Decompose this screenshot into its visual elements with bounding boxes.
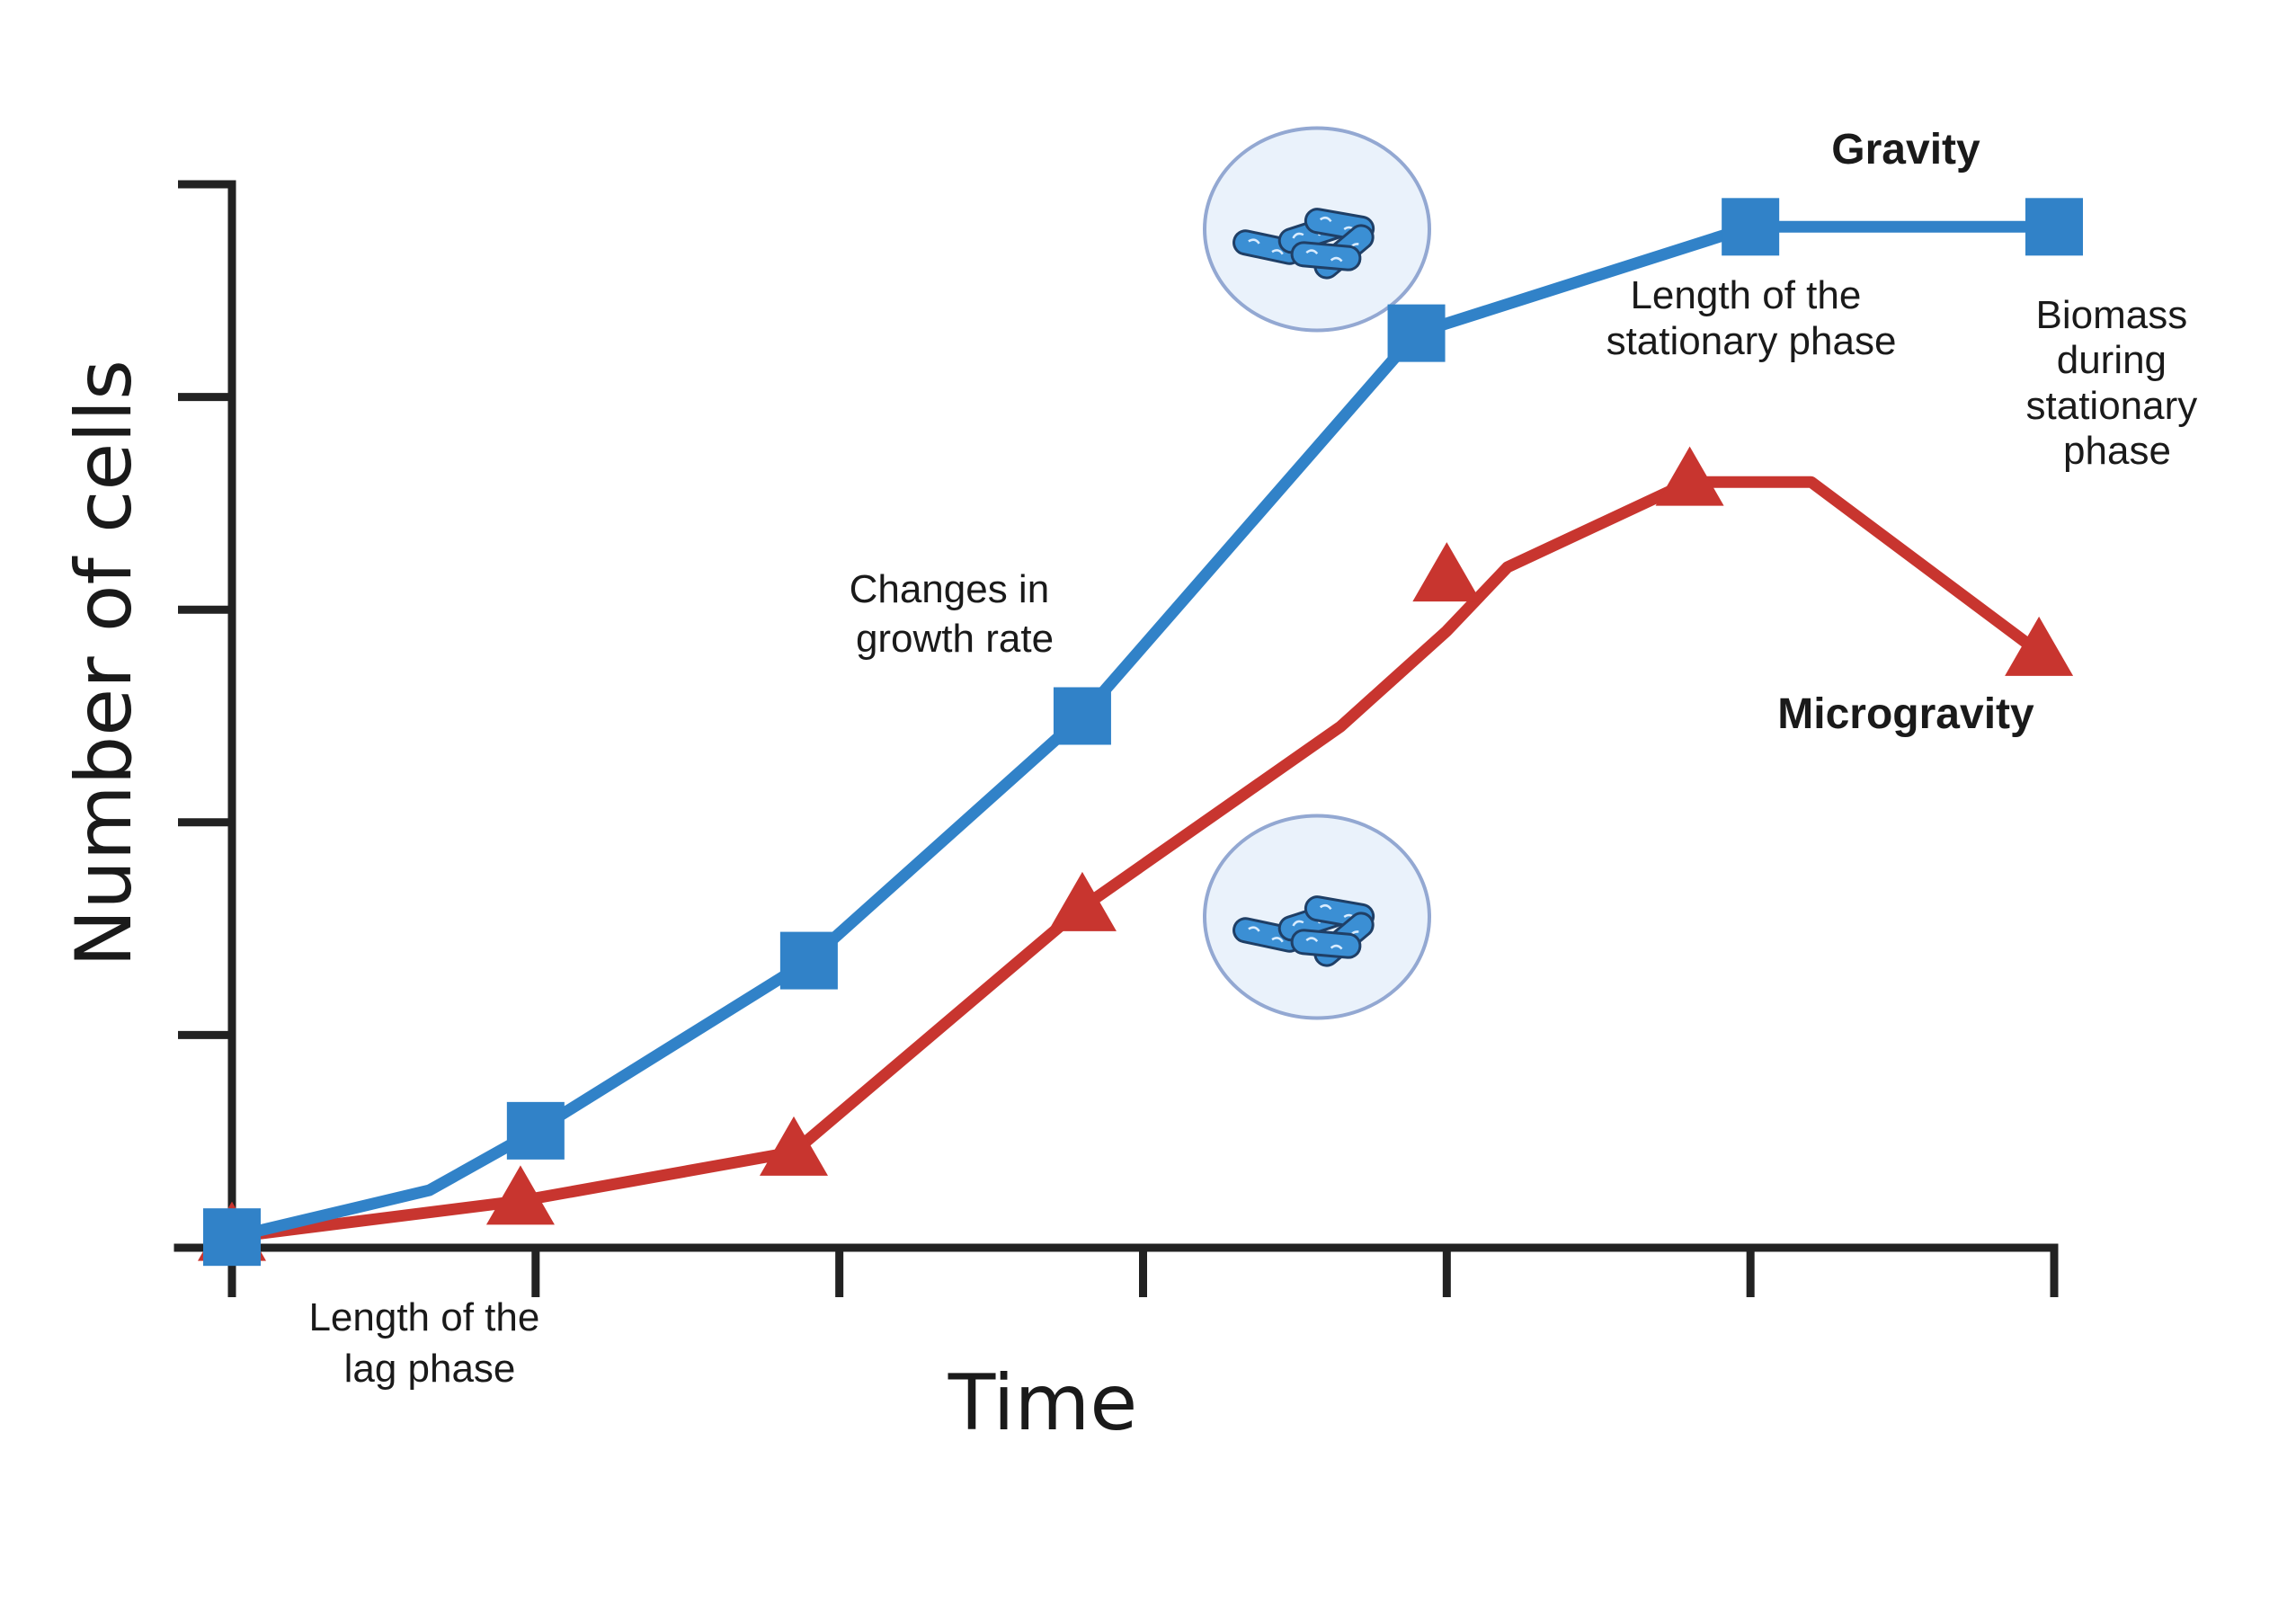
bacterium-body <box>1290 241 1362 271</box>
bacteria-illustrations <box>1203 126 1431 1020</box>
biomass-line-4: phase <box>2063 429 2171 473</box>
bacterium-detail <box>1305 249 1343 262</box>
microgravity-cell-illustration <box>1203 814 1431 1020</box>
bacterium-rod <box>1290 929 1362 959</box>
stationary-phase-line-2: stationary phase <box>1606 319 1897 363</box>
gravity-point-1 <box>506 1101 565 1160</box>
gravity-series-label: Gravity <box>1831 126 1980 173</box>
microgravity-point-3 <box>1047 871 1117 931</box>
bacterium-detail <box>1248 238 1284 255</box>
axes <box>174 180 2059 1297</box>
biomass-line-3: stationary <box>2026 384 2198 428</box>
growth-rate-annotation: Changes in growth rate <box>850 567 1061 661</box>
y-axis-title: Number of cells <box>59 360 149 967</box>
gravity-series <box>203 198 2083 1267</box>
growth-rate-line-1: Changes in <box>850 567 1050 611</box>
microgravity-point-6 <box>2005 616 2074 676</box>
microgravity-point-5 <box>1655 446 1724 506</box>
series-layer <box>198 198 2083 1267</box>
bacterium-detail <box>1248 926 1284 943</box>
biomass-line-1: Biomass <box>2036 293 2188 337</box>
microgravity-point-1 <box>485 1165 555 1225</box>
gravity-point-3 <box>1053 687 1111 745</box>
stationary-phase-line-1: Length of the <box>1630 273 1861 317</box>
stationary-phase-annotation: Length of the stationary phase <box>1606 273 1897 363</box>
gravity-cell-illustration <box>1203 126 1431 333</box>
gravity-point-5 <box>1722 198 1780 256</box>
microgravity-line <box>226 476 2045 1243</box>
microgravity-series <box>198 446 2074 1261</box>
growth-rate-line-2: growth rate <box>856 617 1054 661</box>
bacterium-rod <box>1290 241 1362 271</box>
gravity-point-0 <box>203 1208 261 1267</box>
microgravity-point-4 <box>1412 542 1482 602</box>
gravity-point-4 <box>1387 304 1446 362</box>
lag-phase-line-1: Length of the <box>308 1295 539 1339</box>
microgravity-series-label: Microgravity <box>1777 690 2034 738</box>
lag-phase-annotation: Length of the lag phase <box>308 1295 550 1391</box>
gravity-point-2 <box>779 931 838 990</box>
bacterium-detail <box>1305 937 1343 950</box>
biomass-annotation: Biomass during stationary phase <box>2026 293 2209 473</box>
biomass-line-2: during <box>2057 338 2167 382</box>
lag-phase-line-2: lag phase <box>344 1347 516 1391</box>
x-axis-title: Time <box>948 1358 1137 1448</box>
gravity-point-6 <box>2025 198 2083 256</box>
microgravity-point-2 <box>759 1116 828 1176</box>
gravity-line <box>226 220 2060 1243</box>
bacterium-body <box>1290 929 1362 959</box>
